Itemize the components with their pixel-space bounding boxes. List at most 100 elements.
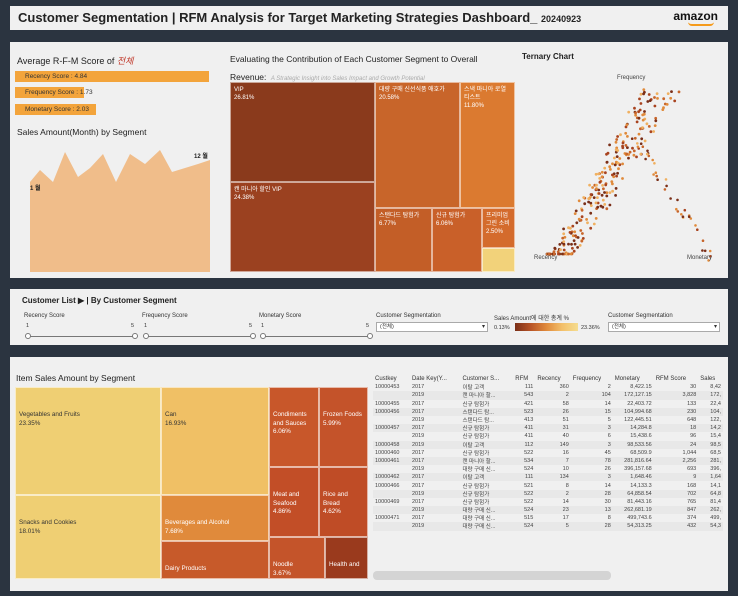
ternary-point[interactable] — [568, 231, 572, 234]
ternary-point[interactable] — [631, 146, 634, 150]
ternary-point[interactable] — [701, 239, 705, 242]
ternary-point[interactable] — [663, 188, 667, 191]
ternary-point[interactable] — [567, 226, 570, 230]
ternary-point[interactable] — [636, 142, 639, 145]
table-row[interactable]: 2019 신규 탐험가 522 2 28 64,858.54 702 64,8 — [373, 489, 723, 498]
ternary-point[interactable] — [592, 222, 596, 226]
ternary-point[interactable] — [669, 96, 673, 100]
ternary-point[interactable] — [611, 162, 614, 166]
ternary-point[interactable] — [580, 215, 584, 219]
table-row[interactable]: 10000466 2017 신규 탐험가 521 8 14 14,133.3 168 14,1 — [373, 481, 723, 490]
item-cell-meat[interactable]: Meat and Seafood 4.86% — [269, 467, 319, 537]
treemap-cell-premium-green[interactable]: 프리미엄 그린 소비 2.50% — [482, 208, 515, 248]
table-row[interactable]: 2019 대량 구매 신... 524 10 26 396,157.68 693 396, — [373, 465, 723, 473]
ternary-point[interactable] — [639, 127, 642, 131]
ternary-point[interactable] — [589, 226, 593, 230]
column-header[interactable]: Monetary — [614, 376, 640, 383]
ternary-point[interactable] — [602, 187, 605, 191]
ternary-point[interactable] — [611, 182, 614, 186]
item-cell-noodle[interactable]: Noodle 3.67% — [269, 537, 325, 579]
ternary-point[interactable] — [603, 191, 606, 194]
item-cell-beverages[interactable]: Beverages and Alcohol 7.68% — [161, 495, 269, 541]
ternary-point[interactable] — [608, 143, 611, 147]
table-row[interactable]: 2019 대량 구매 신... 524 5 28 54,313.25 432 54,3 — [373, 522, 723, 531]
ternary-point[interactable] — [569, 252, 573, 256]
monetary-score-bar[interactable]: Monetary Score : 2.03 — [15, 104, 96, 115]
ternary-point[interactable] — [644, 157, 647, 161]
item-cell-can[interactable]: Can 16.93% — [161, 387, 269, 495]
ternary-point[interactable] — [653, 124, 657, 127]
ternary-point[interactable] — [600, 193, 604, 197]
ternary-point[interactable] — [562, 248, 566, 252]
ternary-point[interactable] — [571, 224, 575, 228]
ternary-point[interactable] — [687, 215, 691, 218]
ternary-point[interactable] — [642, 88, 646, 91]
ternary-point[interactable] — [656, 178, 659, 181]
ternary-point[interactable] — [614, 194, 617, 197]
ternary-point[interactable] — [654, 119, 658, 123]
item-cell-dairy[interactable]: Dairy Products — [161, 541, 269, 579]
ternary-point[interactable] — [596, 205, 600, 209]
ternary-point[interactable] — [587, 197, 591, 201]
ternary-point[interactable] — [603, 203, 607, 206]
ternary-point[interactable] — [619, 133, 622, 137]
ternary-point[interactable] — [653, 96, 656, 99]
ternary-point[interactable] — [709, 255, 712, 258]
ternary-point[interactable] — [580, 208, 584, 212]
ternary-point[interactable] — [586, 221, 589, 225]
ternary-point[interactable] — [598, 180, 602, 184]
ternary-point[interactable] — [654, 116, 658, 120]
ternary-point[interactable] — [626, 146, 629, 149]
ternary-point[interactable] — [614, 148, 618, 152]
ternary-point[interactable] — [571, 234, 575, 238]
ternary-point[interactable] — [578, 244, 582, 247]
ternary-point[interactable] — [556, 250, 560, 254]
ternary-point[interactable] — [613, 163, 617, 167]
ternary-point[interactable] — [608, 203, 612, 207]
ternary-point[interactable] — [591, 186, 594, 189]
ternary-point[interactable] — [641, 118, 645, 122]
ternary-point[interactable] — [645, 122, 649, 126]
ternary-point[interactable] — [643, 110, 646, 113]
column-header[interactable]: RFM Score — [655, 376, 687, 383]
ternary-point[interactable] — [621, 177, 624, 180]
monetary-slider-track[interactable] — [263, 336, 371, 337]
column-header[interactable]: RFM — [515, 376, 529, 383]
ternary-point[interactable] — [596, 196, 599, 200]
ternary-point[interactable] — [605, 207, 609, 211]
ternary-point[interactable] — [624, 131, 628, 135]
sales-month-area[interactable] — [30, 150, 210, 272]
ternary-point[interactable] — [641, 126, 644, 129]
ternary-point[interactable] — [601, 184, 604, 187]
ternary-point[interactable] — [664, 178, 668, 181]
ternary-point[interactable] — [677, 90, 681, 94]
ternary-point[interactable] — [637, 132, 641, 136]
ternary-point[interactable] — [707, 259, 710, 262]
ternary-point[interactable] — [665, 103, 669, 106]
ternary-point[interactable] — [640, 137, 644, 141]
ternary-point[interactable] — [576, 246, 579, 249]
ternary-point[interactable] — [647, 125, 651, 128]
ternary-point[interactable] — [625, 152, 629, 156]
ternary-point[interactable] — [655, 92, 659, 95]
ternary-point[interactable] — [597, 172, 600, 176]
monetary-slider-min-handle[interactable] — [260, 333, 266, 339]
ternary-point[interactable] — [673, 99, 677, 103]
table-row[interactable]: 10000458 2019 이탈 고객 112 149 3 98,533.56 24 98,5 — [373, 440, 723, 449]
frequency-slider-min-handle[interactable] — [143, 333, 149, 339]
ternary-point[interactable] — [570, 242, 573, 246]
ternary-point[interactable] — [608, 165, 612, 169]
ternary-point[interactable] — [654, 171, 658, 174]
ternary-point[interactable] — [621, 141, 625, 145]
table-row[interactable]: 10000455 2017 신규 탐험가 421 58 14 22,403.72 133 22,… — [373, 400, 723, 408]
ternary-point[interactable] — [643, 139, 647, 143]
ternary-point[interactable] — [635, 120, 639, 124]
ternary-point[interactable] — [604, 171, 607, 175]
ternary-point[interactable] — [562, 227, 565, 231]
treemap-cell-snack-loyal[interactable]: 스낵 마니아 로열티스트 11.80% — [460, 82, 515, 208]
ternary-point[interactable] — [609, 168, 612, 171]
ternary-point[interactable] — [681, 215, 685, 218]
table-row[interactable]: 2019 스탠다드 탐... 413 51 5 122,445.51 648 122, — [373, 416, 723, 424]
ternary-point[interactable] — [617, 167, 620, 171]
ternary-point[interactable] — [552, 252, 556, 256]
